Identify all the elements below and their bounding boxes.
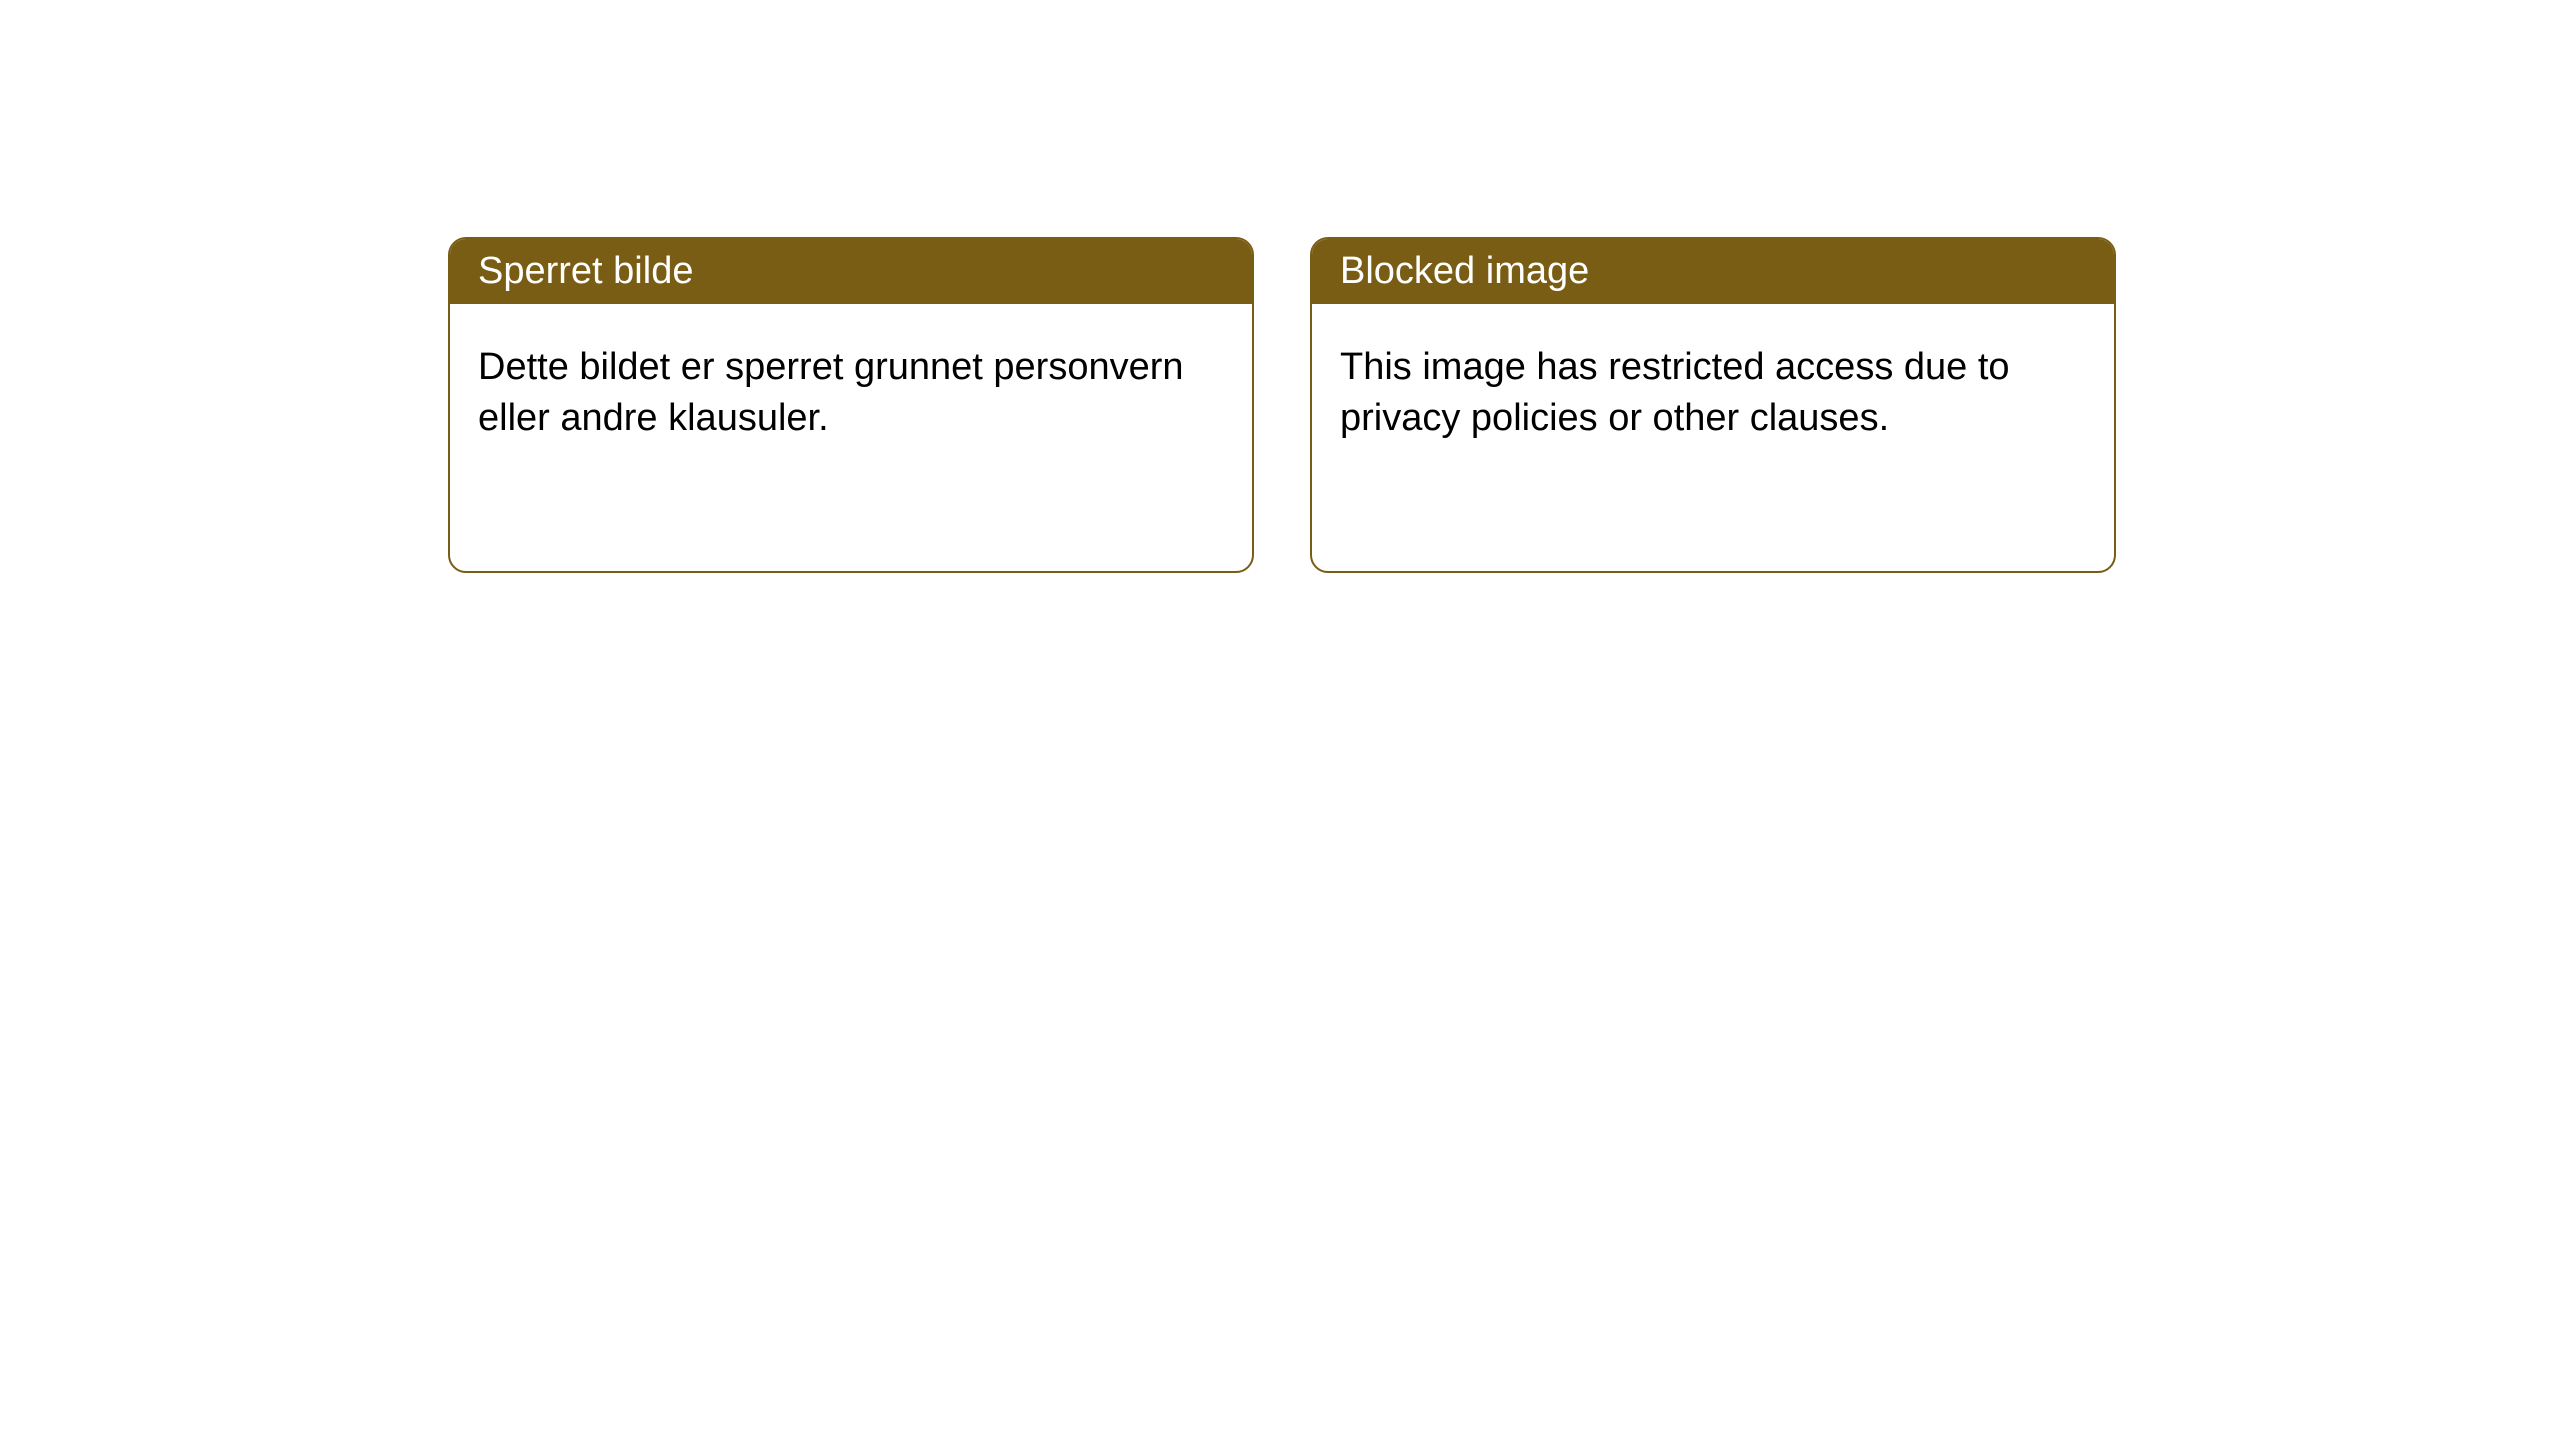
card-header-no: Sperret bilde [450,239,1252,304]
blocked-image-card-no: Sperret bilde Dette bildet er sperret gr… [448,237,1254,573]
cards-container: Sperret bilde Dette bildet er sperret gr… [0,0,2560,573]
card-body-no: Dette bildet er sperret grunnet personve… [450,304,1252,483]
blocked-image-card-en: Blocked image This image has restricted … [1310,237,2116,573]
card-body-en: This image has restricted access due to … [1312,304,2114,483]
card-header-en: Blocked image [1312,239,2114,304]
